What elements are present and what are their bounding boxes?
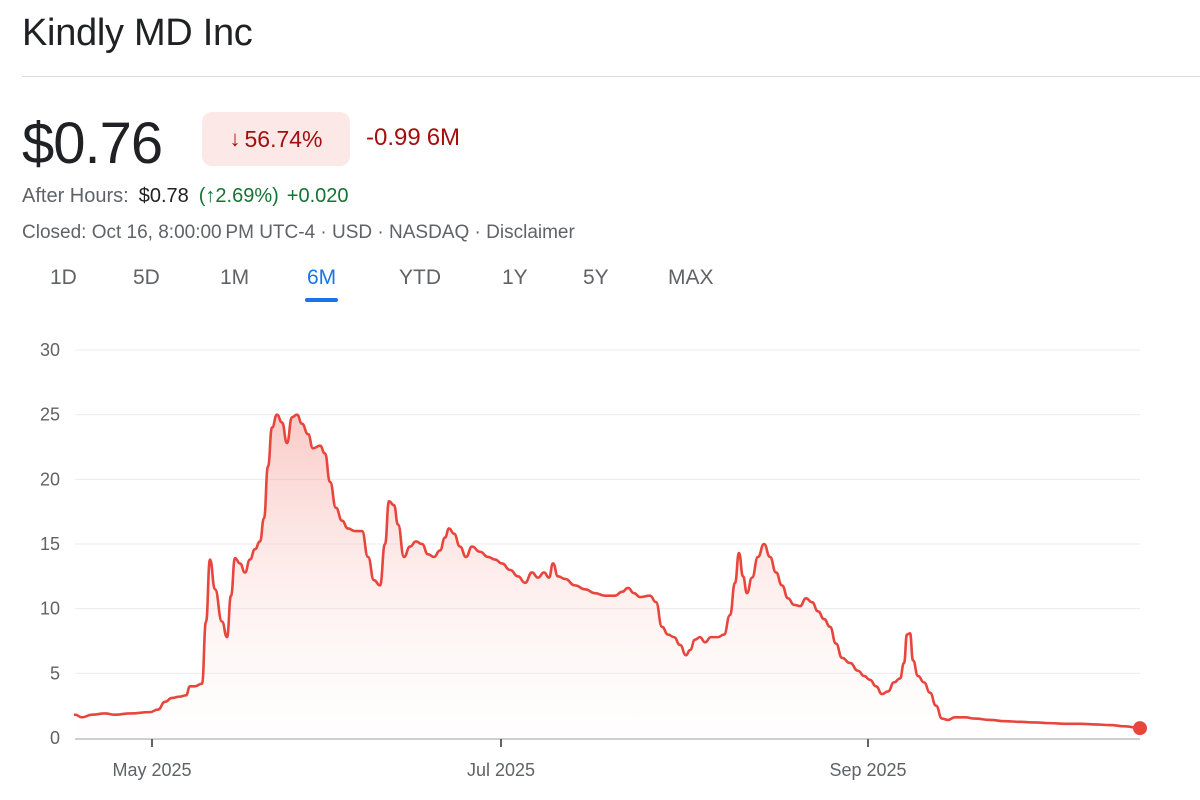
y-tick-label: 0 xyxy=(50,728,60,748)
tab-1d[interactable]: 1D xyxy=(50,266,77,289)
tab-1m[interactable]: 1M xyxy=(220,266,250,289)
current-price: $0.76 xyxy=(22,111,163,176)
y-tick-label: 5 xyxy=(50,663,60,683)
y-tick-label: 10 xyxy=(40,599,60,619)
x-axis-ticks: May 2025 Jul 2025 Sep 2025 xyxy=(112,739,907,780)
change-percent-badge: ↓ 56.74% xyxy=(202,112,350,166)
change-percent: 56.74% xyxy=(244,125,323,152)
after-hours-percent: (↑2.69%) xyxy=(198,185,279,207)
arrow-down-icon: ↓ xyxy=(229,126,241,151)
header-divider xyxy=(22,76,1200,77)
x-tick-label: Sep 2025 xyxy=(829,760,906,780)
tab-6m[interactable]: 6M xyxy=(304,266,339,302)
price-chart[interactable]: 0 5 10 15 20 25 30 May 2025 Jul 2025 Sep 2025 xyxy=(0,320,1200,800)
price-line xyxy=(73,413,1142,730)
y-tick-label: 30 xyxy=(40,340,60,360)
change-period: 6M xyxy=(426,124,461,151)
y-tick-label: 20 xyxy=(40,469,60,489)
after-hours-price: $0.78 xyxy=(138,185,189,207)
change-absolute: -0.99 6M xyxy=(366,124,466,152)
after-hours-row: After Hours: $0.78 (↑2.69%) +0.020 xyxy=(22,185,349,208)
y-axis-ticks: 0 5 10 15 20 25 30 xyxy=(40,340,60,748)
x-tick-label: May 2025 xyxy=(112,760,191,780)
change-abs-value: -0.99 xyxy=(366,124,421,151)
tab-1y[interactable]: 1Y xyxy=(502,266,528,289)
after-hours-change: +0.020 xyxy=(286,185,349,207)
y-tick-label: 25 xyxy=(40,405,60,425)
tab-5d[interactable]: 5D xyxy=(133,266,160,289)
tab-max[interactable]: MAX xyxy=(668,266,714,289)
price-area-fill xyxy=(75,414,1140,738)
tab-5y[interactable]: 5Y xyxy=(583,266,609,289)
after-hours-label: After Hours: xyxy=(22,185,129,207)
tab-ytd[interactable]: YTD xyxy=(399,266,441,289)
market-status-line[interactable]: Closed: Oct 16, 8:00:00 PM UTC-4 · USD ·… xyxy=(22,222,575,243)
x-tick-label: Jul 2025 xyxy=(467,760,535,780)
last-price-marker xyxy=(1133,721,1147,736)
y-tick-label: 15 xyxy=(40,534,60,554)
company-title: Kindly MD Inc xyxy=(22,12,253,54)
